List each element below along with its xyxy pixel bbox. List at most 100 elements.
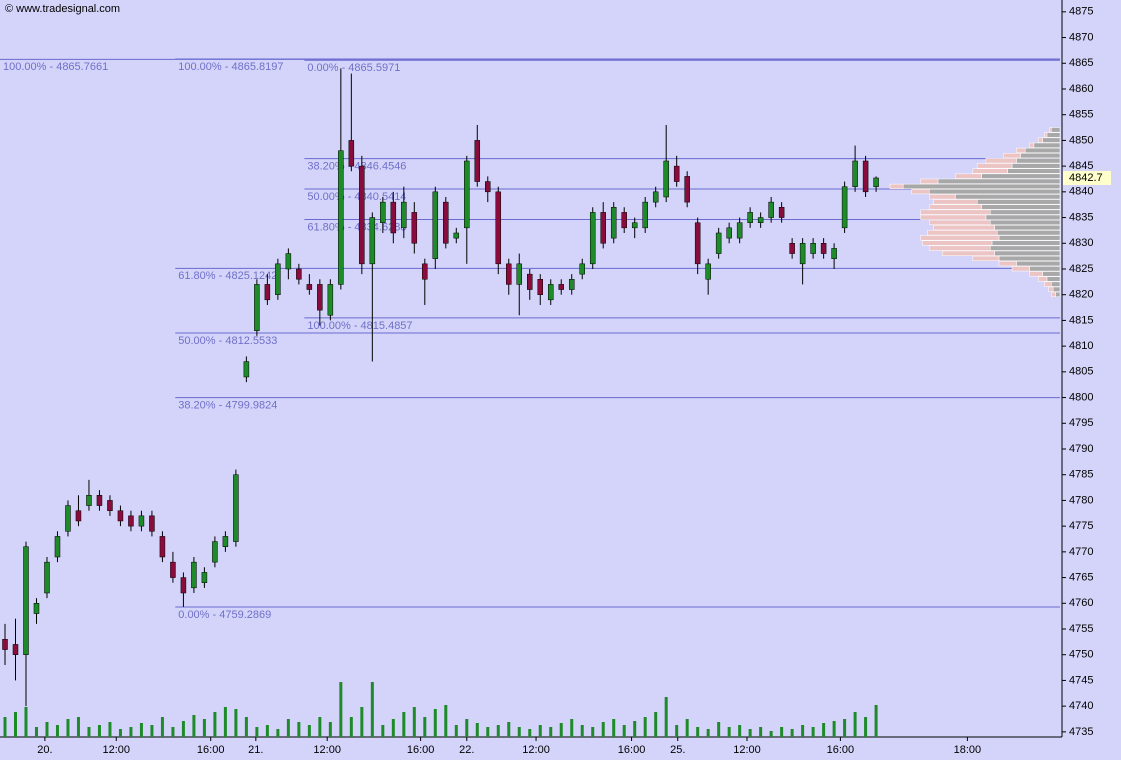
volume-bar	[454, 725, 458, 737]
candle-body	[432, 191, 439, 259]
profile-pink	[920, 235, 1000, 241]
volume-bar	[13, 712, 17, 737]
volume-bar	[192, 715, 196, 737]
candle-body	[33, 603, 40, 614]
candle-body	[149, 515, 155, 532]
volume-bar	[234, 709, 238, 737]
volume-bar	[255, 727, 259, 737]
volume-bar	[874, 705, 878, 737]
volume-bar	[45, 722, 49, 737]
volume-bar	[580, 725, 584, 737]
profile-grey	[991, 240, 1061, 246]
profile-grey	[981, 204, 1061, 210]
profile-pink	[933, 225, 995, 231]
volume-bar	[202, 719, 206, 737]
volume-bar	[549, 727, 553, 737]
profile-grey	[955, 194, 1061, 200]
profile-grey	[998, 255, 1061, 262]
y-tick-label: 4750	[1069, 649, 1093, 661]
candle-body	[348, 140, 355, 167]
volume-bar	[34, 727, 38, 737]
y-tick-label: 4740	[1069, 700, 1093, 712]
profile-pink	[920, 214, 987, 220]
volume-bar	[87, 727, 91, 737]
volume-bar	[160, 717, 164, 737]
candle-body	[820, 243, 827, 254]
volume-bar	[643, 717, 647, 737]
y-tick-label: 4765	[1069, 571, 1093, 583]
volume-bar	[181, 721, 185, 737]
profile-pink	[889, 183, 904, 190]
profile-grey	[985, 214, 1061, 220]
profile-grey	[1033, 142, 1061, 148]
y-tick-label: 4785	[1069, 469, 1093, 481]
volume-bar	[790, 729, 794, 737]
volume-bar	[507, 722, 511, 737]
volume-bar	[685, 719, 689, 737]
fib-label: 50.00% - 4812.5533	[178, 335, 277, 347]
x-tick-label: 16:00	[407, 744, 435, 756]
volume-bar	[3, 717, 7, 737]
candle-body	[380, 201, 386, 223]
volume-bar	[118, 729, 122, 737]
volume-bar	[748, 729, 752, 737]
volume-bar	[801, 725, 805, 737]
volume-bar	[853, 712, 857, 737]
profile-grey	[1051, 281, 1061, 287]
volume-bar	[612, 719, 616, 737]
candle-body	[589, 212, 596, 265]
volume-bar	[486, 727, 490, 737]
candle-body	[621, 212, 627, 229]
candle-body	[23, 546, 29, 655]
volume-bar	[108, 722, 112, 737]
x-tick-label: 12:00	[102, 744, 130, 756]
candle-body	[275, 263, 281, 295]
candle-body	[306, 284, 313, 290]
candle-body	[726, 227, 732, 239]
candle-body	[369, 217, 376, 265]
profile-pink	[928, 204, 982, 210]
candle-body	[107, 500, 113, 511]
y-tick-label: 4745	[1069, 674, 1093, 686]
volume-bar	[297, 722, 301, 737]
volume-bar	[675, 725, 679, 737]
candle-body	[631, 222, 638, 229]
profile-grey	[990, 245, 1061, 251]
candle-body	[862, 160, 869, 193]
volume-bar	[349, 717, 353, 737]
profile-grey	[1016, 261, 1061, 267]
candle-body	[873, 177, 879, 187]
candle-body	[810, 243, 816, 254]
volume-bar	[24, 707, 28, 737]
x-tick-label: 12:00	[313, 744, 341, 756]
y-tick-label: 4840	[1069, 186, 1093, 198]
profile-pink	[972, 168, 1008, 174]
profile-pink	[928, 219, 991, 226]
profile-grey	[1011, 163, 1061, 169]
candle-body	[317, 284, 323, 311]
profile-pink	[1044, 281, 1052, 287]
x-tick-label: 22.	[459, 744, 474, 756]
candle-body	[233, 474, 239, 542]
volume-bar	[633, 721, 637, 737]
candle-body	[191, 561, 197, 589]
profile-pink	[1051, 291, 1056, 298]
x-tick-label: 18:00	[954, 744, 982, 756]
profile-pink	[1049, 127, 1052, 133]
profile-pink	[1048, 286, 1054, 292]
profile-grey	[981, 173, 1061, 179]
profile-grey	[937, 178, 1061, 184]
candle-body	[464, 160, 470, 229]
profile-grey	[1016, 158, 1061, 164]
candle-body	[789, 243, 795, 254]
fib-label: 100.00% - 4815.4857	[307, 320, 412, 332]
candle-body	[600, 212, 606, 244]
profile-grey	[976, 199, 1061, 205]
volume-bar	[759, 727, 763, 737]
candle-body	[170, 561, 176, 578]
fib-label: 38.20% - 4846.4546	[307, 161, 406, 173]
profile-grey	[1051, 127, 1061, 133]
y-tick-label: 4845	[1069, 160, 1093, 172]
candle-body	[222, 536, 229, 547]
volume-bar	[244, 717, 248, 737]
